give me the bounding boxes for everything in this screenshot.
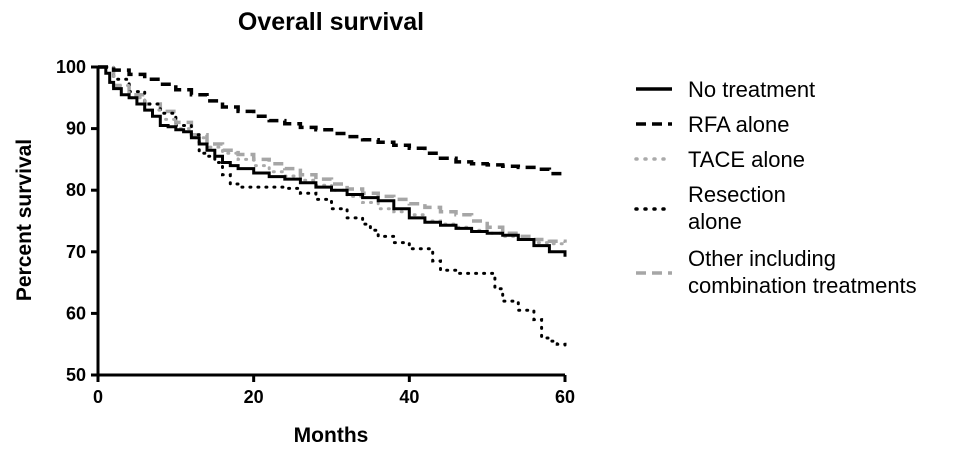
legend-label-rfa-alone: RFA alone xyxy=(688,112,790,137)
y-tick-label: 60 xyxy=(66,303,86,323)
legend-label-other-combination: Other including combination treatments xyxy=(688,246,917,298)
y-tick-label: 100 xyxy=(56,57,86,77)
x-tick-label: 60 xyxy=(555,387,575,407)
x-tick-label: 0 xyxy=(93,387,103,407)
series-line-no-treatment xyxy=(98,65,567,257)
x-tick-label: 40 xyxy=(399,387,419,407)
y-tick-label: 80 xyxy=(66,180,86,200)
plot-area xyxy=(96,65,567,349)
series-line-tace-alone xyxy=(96,65,567,248)
series-line-rfa-alone xyxy=(98,65,567,176)
legend-label-resection-alone: Resection alone xyxy=(688,182,792,234)
legend-label-tace-alone: TACE alone xyxy=(688,147,805,172)
series-line-other-including-combination-treatments xyxy=(98,65,567,244)
axes: 0 20 40 60 50 60 70 80 90 100 xyxy=(56,57,575,407)
chart-title: Overall survival xyxy=(238,8,424,36)
x-axis-label: Months xyxy=(294,424,369,447)
series-line-resection-alone xyxy=(96,65,567,349)
legend: No treatment RFA alone TACE alone Resect… xyxy=(634,77,917,298)
x-tick-label: 20 xyxy=(244,387,264,407)
y-axis-label: Percent survival xyxy=(13,139,36,301)
y-tick-label: 70 xyxy=(66,242,86,262)
y-tick-label: 50 xyxy=(66,365,86,385)
y-tick-label: 90 xyxy=(66,119,86,139)
legend-label-no-treatment: No treatment xyxy=(688,77,815,102)
